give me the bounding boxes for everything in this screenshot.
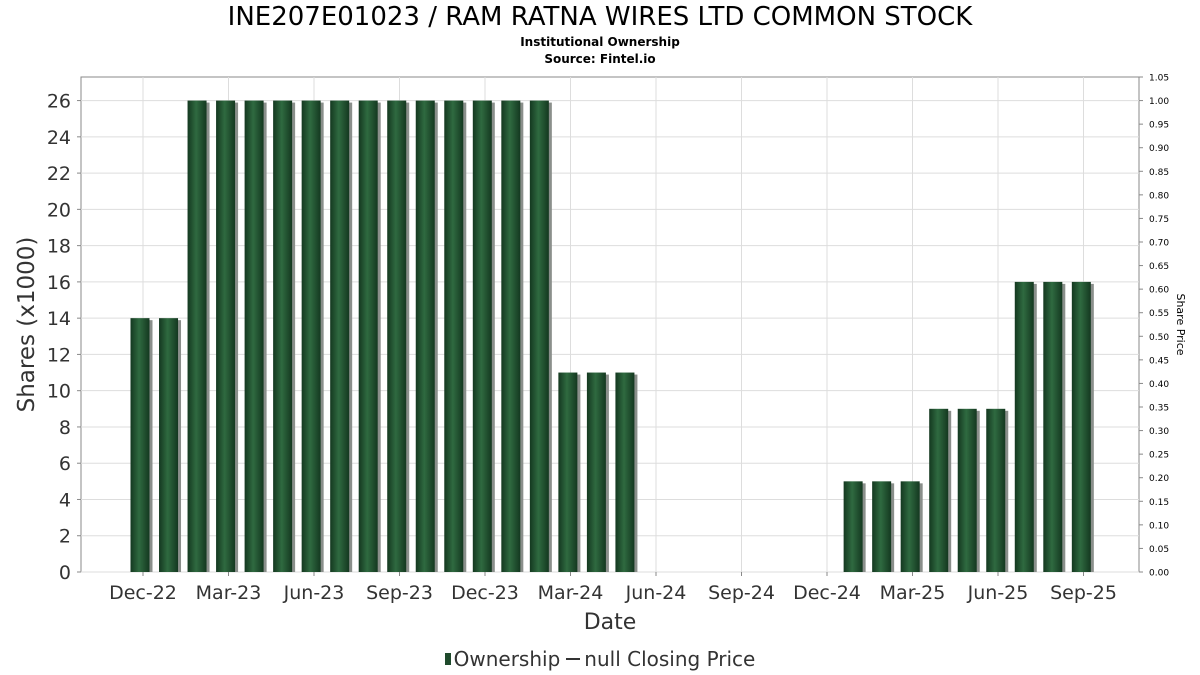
x-tick-label: Jun-24 <box>625 582 687 604</box>
y-tick-label: 2 <box>59 526 71 548</box>
y2-tick-label: 0.70 <box>1149 239 1169 249</box>
legend-price-label: null Closing Price <box>584 647 756 671</box>
y2-tick-label: 0.00 <box>1149 569 1169 579</box>
ownership-bar <box>159 318 179 572</box>
y2-tick-label: 1.00 <box>1149 97 1169 107</box>
y2-tick-label: 0.90 <box>1149 144 1169 154</box>
y2-tick-label: 0.25 <box>1149 451 1169 461</box>
y2-tick-label: 0.55 <box>1149 309 1169 319</box>
ownership-bar <box>444 100 464 573</box>
y2-tick-label: 0.45 <box>1149 356 1169 366</box>
x-axis-label: Date <box>584 610 637 635</box>
legend-ownership-swatch <box>444 653 451 665</box>
y-tick-label: 6 <box>59 453 71 475</box>
y2-tick-label: 1.05 <box>1149 74 1169 84</box>
y-axis-label: Shares (x1000) <box>14 237 40 413</box>
ownership-bar <box>415 100 435 573</box>
y2-tick-label: 0.65 <box>1149 262 1169 272</box>
ownership-bar <box>501 100 521 573</box>
y-tick-label: 14 <box>47 308 71 330</box>
y-tick-label: 26 <box>47 91 71 113</box>
ownership-bar <box>529 100 549 573</box>
x-tick-label: Sep-23 <box>366 582 433 604</box>
y2-tick-label: 0.35 <box>1149 404 1169 414</box>
ownership-bar <box>301 100 321 573</box>
ownership-bar <box>900 481 920 572</box>
x-tick-label: Jun-25 <box>967 582 1029 604</box>
x-tick-label: Dec-24 <box>793 582 861 604</box>
ownership-bar <box>843 481 863 572</box>
chart-source: Source: Fintel.io <box>544 52 656 66</box>
y-tick-label: 18 <box>47 236 71 258</box>
ownership-bar <box>957 408 977 572</box>
ownership-bar <box>216 100 236 573</box>
y2-tick-label: 0.80 <box>1149 191 1169 201</box>
ownership-bar <box>986 408 1006 572</box>
ownership-bar <box>1071 281 1091 572</box>
x-tick-label: Dec-23 <box>451 582 519 604</box>
x-tick-label: Sep-24 <box>708 582 775 604</box>
y-tick-label: 16 <box>47 272 71 294</box>
ownership-bar <box>872 481 892 572</box>
ownership-bar <box>330 100 350 573</box>
y2-tick-label: 0.60 <box>1149 286 1169 296</box>
y2-tick-label: 0.40 <box>1149 380 1169 390</box>
x-tick-label: Sep-25 <box>1050 582 1117 604</box>
y2-tick-label: 0.15 <box>1149 498 1169 508</box>
ownership-bar <box>273 100 293 573</box>
y-tick-label: 10 <box>47 381 71 403</box>
y2-tick-label: 0.05 <box>1149 545 1169 555</box>
y-tick-label: 8 <box>59 417 71 439</box>
chart-title: INE207E01023 / RAM RATNA WIRES LTD COMMO… <box>227 2 973 32</box>
ownership-bar <box>472 100 492 573</box>
ownership-bar <box>1014 281 1034 572</box>
y2-tick-label: 0.50 <box>1149 333 1169 343</box>
chart-subtitle: Institutional Ownership <box>520 35 680 49</box>
ownership-bar <box>244 100 264 573</box>
ownership-bar <box>558 372 578 572</box>
x-tick-label: Jun-23 <box>283 582 345 604</box>
ownership-bar <box>586 372 606 572</box>
x-tick-label: Mar-25 <box>880 582 946 604</box>
y2-tick-label: 0.20 <box>1149 474 1169 484</box>
x-tick-label: Dec-22 <box>109 582 177 604</box>
y2-tick-label: 0.75 <box>1149 215 1169 225</box>
plot-area <box>80 76 1140 573</box>
ownership-bar <box>187 100 207 573</box>
ownership-bar <box>929 408 949 572</box>
x-tick-label: Mar-23 <box>196 582 262 604</box>
ownership-bar <box>358 100 378 573</box>
y2-axis-label: Share Price <box>1174 293 1187 355</box>
ownership-bar <box>1043 281 1063 572</box>
ownership-bar <box>387 100 407 573</box>
legend-ownership-label: Ownership <box>453 647 561 671</box>
y-tick-label: 20 <box>47 199 71 221</box>
y2-tick-label: 0.85 <box>1149 168 1169 178</box>
x-tick-label: Mar-24 <box>538 582 604 604</box>
ownership-bar <box>615 372 635 572</box>
y-tick-label: 0 <box>59 562 71 584</box>
ownership-bar <box>130 318 150 572</box>
chart-legend: Ownership null Closing Price <box>0 647 1200 671</box>
y2-tick-label: 0.30 <box>1149 427 1169 437</box>
y-tick-label: 22 <box>47 163 71 185</box>
y-tick-label: 4 <box>59 489 71 511</box>
legend-price-line <box>566 658 581 660</box>
y-tick-label: 12 <box>47 344 71 366</box>
y-tick-label: 24 <box>47 127 71 149</box>
y2-tick-label: 0.10 <box>1149 521 1169 531</box>
y2-tick-label: 0.95 <box>1149 121 1169 131</box>
